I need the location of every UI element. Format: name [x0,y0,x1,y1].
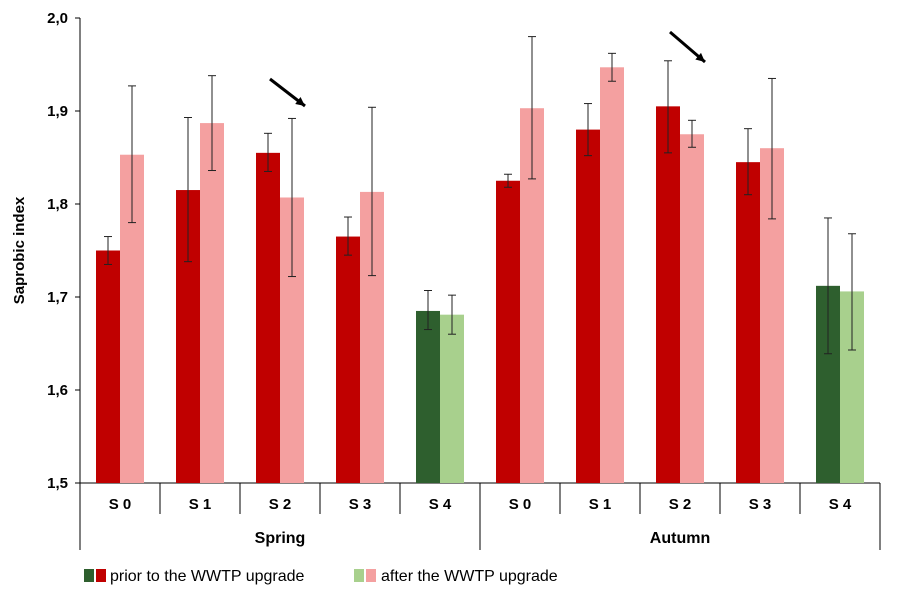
x-category-label: S 0 [109,496,132,513]
legend-swatch-prior [96,569,106,582]
x-category-label: S 3 [749,496,772,513]
legend-label-prior: prior to the WWTP upgrade [110,568,305,585]
x-category-label: S 1 [589,496,612,513]
x-category-label: S 1 [189,496,212,513]
x-category-label: S 2 [669,496,692,513]
bar-prior [96,250,120,483]
x-category-label: S 4 [429,496,452,513]
bar-after [680,134,704,483]
y-tick-label: 1,6 [47,382,68,399]
y-tick-label: 1,9 [47,103,68,120]
bar-prior [336,236,360,483]
legend-swatch-prior-reference [84,569,94,582]
y-axis-title: Saprobic index [11,196,28,304]
x-category-label: S 0 [509,496,532,513]
arrow-head [295,97,305,106]
bar-prior [736,162,760,483]
y-tick-label: 1,8 [47,196,68,213]
bar-after [600,67,624,483]
legend-label-after: after the WWTP upgrade [381,568,558,585]
bar-prior [496,180,520,483]
x-group-label: Autumn [650,530,710,547]
bar-prior [416,310,440,483]
x-category-label: S 2 [269,496,292,513]
x-category-label: S 3 [349,496,372,513]
x-category-label: S 4 [829,496,852,513]
y-tick-label: 2,0 [47,10,68,27]
legend-swatch-after [366,569,376,582]
bar-after [440,314,464,483]
legend-swatch-after-reference [354,569,364,582]
arrow-head [695,52,705,62]
bar-after [200,123,224,483]
x-group-label: Spring [255,530,306,547]
y-tick-label: 1,5 [47,475,68,492]
bar-prior [256,152,280,483]
bar-prior [576,129,600,483]
y-tick-label: 1,7 [47,289,68,306]
bar-prior [656,106,680,483]
